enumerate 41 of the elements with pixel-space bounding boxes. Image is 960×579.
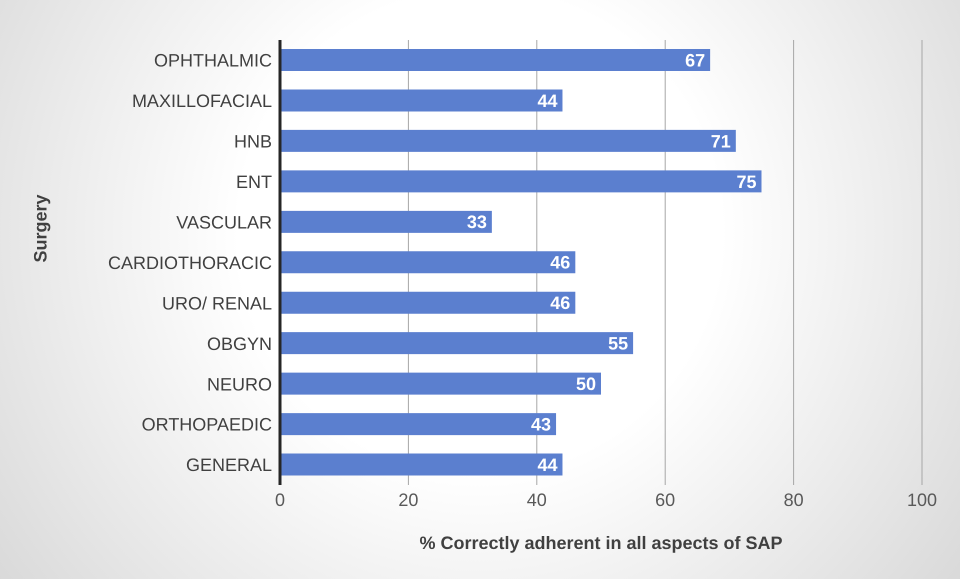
x-axis-title: % Correctly adherent in all aspects of SAP: [419, 533, 783, 553]
bar: [280, 454, 562, 476]
bar: [280, 170, 762, 192]
y-tick-label: HNB: [234, 132, 272, 152]
y-tick-label: URO/ RENAL: [162, 293, 272, 314]
data-label: 44: [537, 454, 558, 475]
bar: [280, 49, 710, 71]
bar: [280, 292, 576, 314]
y-tick-label: OBGYN: [206, 334, 272, 354]
bar: [280, 130, 736, 152]
data-label: 71: [710, 131, 731, 152]
data-label: 75: [736, 172, 756, 192]
y-tick-label: OPHTHALMIC: [154, 50, 272, 71]
bar: [280, 372, 601, 395]
bar: [280, 251, 576, 274]
x-tick-label: 60: [655, 490, 676, 510]
data-label: 50: [576, 374, 596, 394]
data-label: 46: [550, 252, 570, 273]
x-tick-label: 20: [398, 490, 418, 510]
data-label: 55: [608, 334, 628, 354]
data-label: 44: [537, 90, 558, 111]
bar: [280, 332, 634, 354]
data-label: 67: [685, 50, 706, 70]
y-tick-label: NEURO: [206, 374, 272, 394]
x-tick-label: 100: [906, 490, 938, 510]
y-tick-label: MAXILLOFACIAL: [132, 91, 272, 112]
bar: [280, 413, 556, 436]
y-tick-label: ENT: [236, 172, 272, 192]
bar: [280, 210, 492, 233]
bar: [280, 89, 562, 112]
y-axis-title: Surgery: [30, 194, 50, 262]
y-tick-label: CARDIOTHORACIC: [108, 252, 272, 273]
y-tick-label: VASCULAR: [176, 212, 272, 232]
data-label: 46: [550, 293, 570, 314]
x-tick-label: 80: [784, 490, 804, 510]
x-tick-label: 0: [274, 490, 286, 510]
data-label: 43: [531, 414, 552, 434]
y-tick-label: GENERAL: [186, 455, 272, 476]
data-label: 33: [466, 212, 487, 232]
y-tick-label: ORTHOPAEDIC: [142, 414, 272, 435]
x-tick-label: 40: [526, 490, 547, 510]
